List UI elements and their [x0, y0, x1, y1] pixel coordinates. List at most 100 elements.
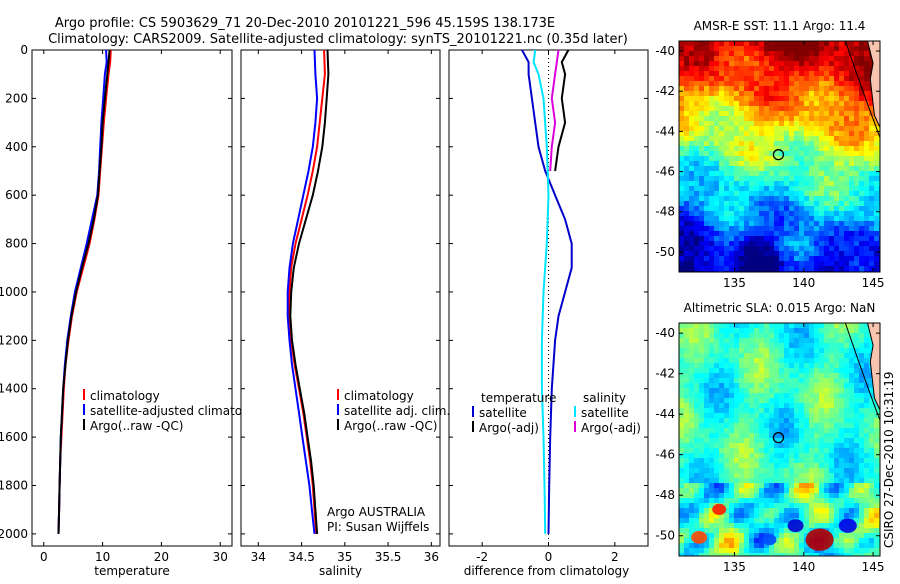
map-cell	[804, 226, 810, 232]
map-cell	[869, 96, 875, 102]
map-cell	[869, 413, 875, 419]
map-cell	[724, 231, 730, 237]
map-cell	[789, 513, 795, 519]
map-cell	[814, 363, 820, 369]
map-cell	[799, 398, 805, 404]
map-cell	[779, 66, 785, 72]
map-cell	[794, 473, 800, 479]
map-cell	[864, 111, 870, 117]
map-cell	[789, 433, 795, 439]
map-cell	[744, 328, 750, 334]
map-cell	[809, 106, 815, 112]
map-cell	[839, 458, 845, 464]
map-cell	[749, 388, 755, 394]
map-cell	[859, 226, 865, 232]
map-cell	[694, 553, 700, 556]
map-cell	[864, 423, 870, 429]
map-cell	[854, 121, 860, 127]
map-cell	[744, 181, 750, 187]
map-cell	[799, 96, 805, 102]
map-cell	[874, 508, 880, 514]
map-cell	[874, 518, 880, 524]
map-cell	[714, 338, 720, 344]
map-cell	[794, 538, 800, 544]
map-cell	[794, 413, 800, 419]
map-cell	[749, 66, 755, 72]
map-cell	[794, 423, 800, 429]
map-cell	[834, 86, 840, 92]
map-cell	[859, 236, 865, 242]
map-cell	[859, 76, 865, 82]
x-tick-label: 145	[862, 276, 885, 290]
map-cell	[684, 538, 690, 544]
map-cell	[784, 458, 790, 464]
map-cell	[819, 76, 825, 82]
map-cell	[734, 458, 740, 464]
map-cell	[849, 41, 855, 47]
map-cell	[849, 156, 855, 162]
map-cell	[734, 418, 740, 424]
map-cell	[704, 226, 710, 232]
map-cell	[714, 146, 720, 152]
map-cell	[754, 423, 760, 429]
map-cell	[749, 51, 755, 57]
map-cell	[699, 206, 705, 212]
map-cell	[769, 206, 775, 212]
map-cell	[699, 513, 705, 519]
map-cell	[709, 51, 715, 57]
map-cell	[684, 241, 690, 247]
map-cell	[864, 161, 870, 167]
map-cell	[799, 338, 805, 344]
map-cell	[804, 383, 810, 389]
map-cell	[774, 493, 780, 499]
map-cell	[679, 126, 685, 132]
map-cell	[764, 261, 770, 267]
map-cell	[814, 101, 820, 107]
map-cell	[769, 383, 775, 389]
map-cell	[699, 81, 705, 87]
map-cell	[839, 241, 845, 247]
map-cell	[794, 513, 800, 519]
map-cell	[689, 236, 695, 242]
map-cell	[774, 226, 780, 232]
map-cell	[764, 333, 770, 339]
map-cell	[834, 518, 840, 524]
map-cell	[739, 473, 745, 479]
map-cell	[784, 41, 790, 47]
map-cell	[789, 266, 795, 272]
map-cell	[819, 61, 825, 67]
map-cell	[734, 261, 740, 267]
map-cell	[844, 46, 850, 52]
map-cell	[804, 358, 810, 364]
map-cell	[724, 503, 730, 509]
map-cell	[734, 66, 740, 72]
map-cell	[849, 473, 855, 479]
map-cell	[709, 463, 715, 469]
map-cell	[754, 498, 760, 504]
map-cell	[759, 548, 765, 554]
map-cell	[754, 186, 760, 192]
map-cell	[754, 106, 760, 112]
map-cell	[719, 186, 725, 192]
map-cell	[679, 368, 685, 374]
map-cell	[834, 61, 840, 67]
map-cell	[819, 221, 825, 227]
map-cell	[819, 328, 825, 334]
map-cell	[784, 181, 790, 187]
map-cell	[844, 241, 850, 247]
map-cell	[799, 393, 805, 399]
map-cell	[694, 171, 700, 177]
map-cell	[844, 71, 850, 77]
map-cell	[834, 508, 840, 514]
map-cell	[694, 246, 700, 252]
map-cell	[804, 548, 810, 554]
map-cell	[769, 363, 775, 369]
map-cell	[834, 498, 840, 504]
map-cell	[689, 176, 695, 182]
map-cell	[684, 256, 690, 262]
map-cell	[724, 226, 730, 232]
map-cell	[774, 186, 780, 192]
map-cell	[759, 488, 765, 494]
map-cell	[824, 46, 830, 52]
map-cell	[714, 383, 720, 389]
